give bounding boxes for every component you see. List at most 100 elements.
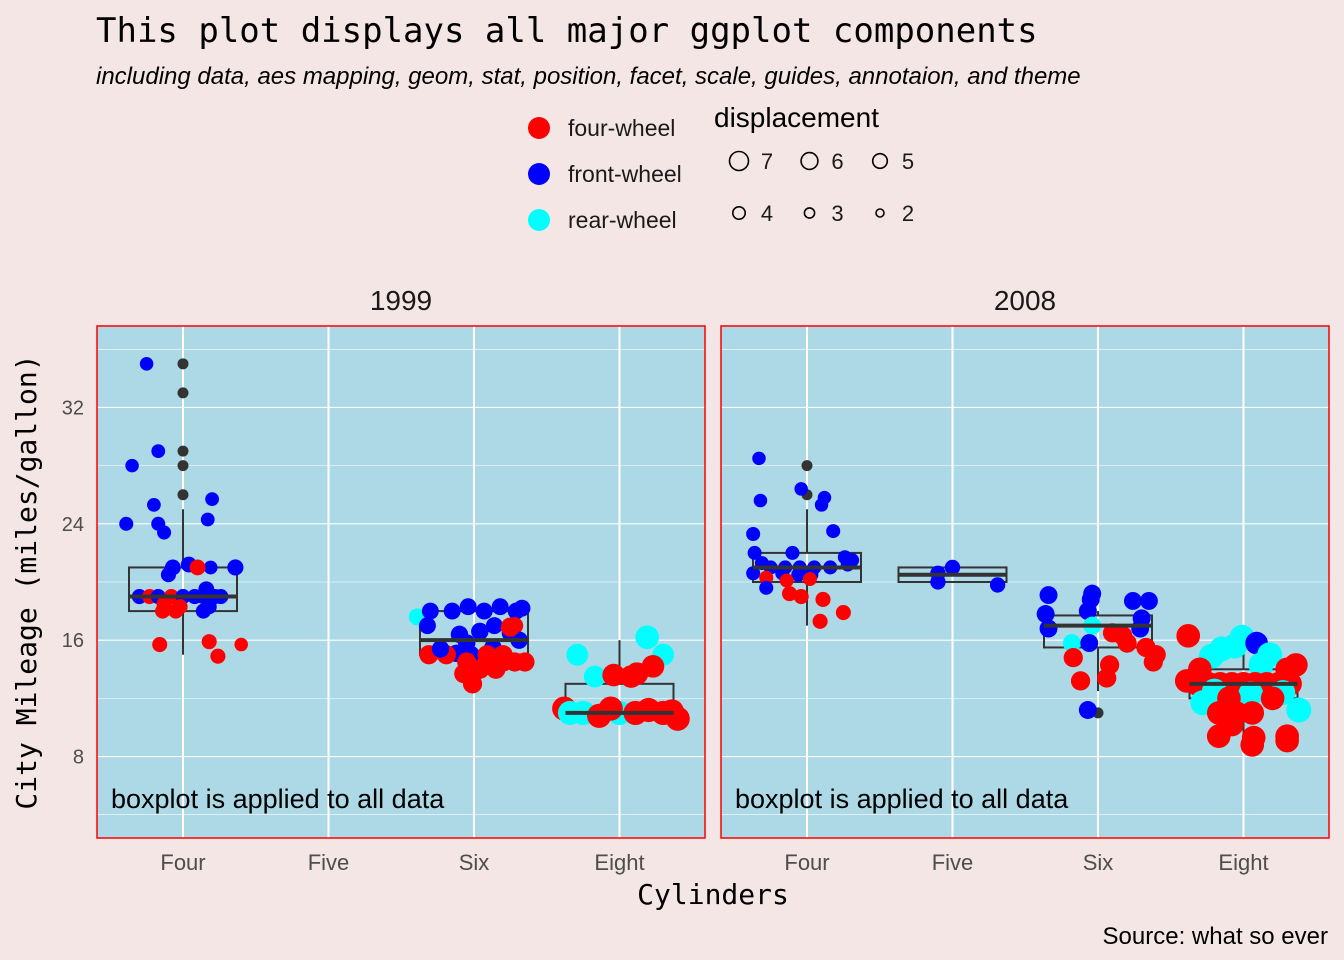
data-point bbox=[779, 573, 794, 588]
data-point bbox=[1286, 697, 1312, 723]
x-tick-label: Four bbox=[784, 850, 829, 875]
size-legend-title: displacement bbox=[714, 102, 879, 133]
size-legend-label: 3 bbox=[831, 201, 843, 226]
size-legend-key bbox=[731, 206, 746, 221]
data-point bbox=[989, 577, 1006, 593]
data-point bbox=[155, 603, 171, 619]
data-point bbox=[1083, 584, 1102, 603]
data-point bbox=[785, 545, 800, 560]
data-point bbox=[1123, 591, 1142, 610]
data-point bbox=[119, 516, 134, 531]
legend-key bbox=[528, 163, 550, 185]
data-point bbox=[1078, 602, 1097, 621]
data-point bbox=[583, 665, 606, 688]
x-tick-label: Eight bbox=[1218, 850, 1268, 875]
data-point bbox=[746, 526, 761, 542]
data-point bbox=[1062, 634, 1081, 653]
data-point bbox=[1176, 623, 1201, 648]
data-point bbox=[200, 512, 215, 527]
boxplot-outlier bbox=[177, 358, 189, 370]
data-point bbox=[1240, 701, 1265, 725]
data-point bbox=[443, 602, 461, 620]
chart-caption: Source: what so ever bbox=[1103, 923, 1328, 950]
data-point bbox=[1063, 648, 1083, 668]
data-point bbox=[485, 617, 503, 635]
size-legend-key bbox=[875, 208, 885, 218]
data-point bbox=[840, 557, 855, 572]
data-point bbox=[759, 570, 774, 585]
data-point bbox=[746, 566, 761, 581]
data-point bbox=[814, 498, 829, 512]
data-point bbox=[418, 617, 436, 635]
panel-border bbox=[96, 325, 706, 839]
facet-panel-2008: 2008 boxplot is applied to all data Four Fi… bbox=[720, 285, 1330, 875]
x-tick-label: Six bbox=[459, 850, 490, 875]
y-tick-label: 24 bbox=[62, 514, 84, 536]
data-point bbox=[491, 598, 509, 616]
data-point bbox=[1039, 586, 1058, 605]
x-tick-label: Five bbox=[932, 850, 974, 875]
data-point bbox=[635, 625, 659, 650]
size-legend-label: 5 bbox=[902, 149, 914, 174]
data-point bbox=[210, 648, 226, 664]
data-point bbox=[1117, 633, 1137, 653]
legend-label: four-wheel bbox=[568, 115, 675, 141]
legend-key bbox=[528, 209, 550, 231]
data-point bbox=[812, 613, 828, 629]
panel-border bbox=[720, 325, 1330, 839]
data-point bbox=[475, 602, 493, 620]
data-point bbox=[826, 524, 841, 539]
data-point bbox=[1260, 686, 1285, 711]
chart-subtitle: including data, aes mapping, geom, stat,… bbox=[96, 63, 1081, 90]
data-point bbox=[566, 643, 589, 666]
data-point bbox=[139, 357, 154, 371]
data-point bbox=[1206, 724, 1231, 749]
data-point bbox=[125, 458, 139, 473]
facet-strip-label: 2008 bbox=[994, 285, 1056, 316]
color-legend: four-wheel front-wheel rear-wheel bbox=[528, 115, 682, 233]
panel-annotation: boxplot is applied to all data bbox=[111, 784, 445, 814]
data-point bbox=[793, 589, 809, 605]
boxplot-outlier bbox=[177, 445, 189, 457]
x-tick-label: Five bbox=[308, 850, 350, 875]
data-point bbox=[500, 617, 520, 637]
data-point bbox=[459, 598, 477, 616]
data-point bbox=[1284, 653, 1308, 677]
data-point bbox=[515, 652, 535, 672]
legend-label: rear-wheel bbox=[568, 207, 677, 233]
data-point bbox=[1070, 671, 1091, 691]
x-tick-label: Four bbox=[160, 850, 205, 875]
x-tick-label: Six bbox=[1083, 850, 1114, 875]
legend-label: front-wheel bbox=[568, 161, 682, 187]
data-point bbox=[462, 674, 483, 694]
data-point bbox=[203, 560, 218, 575]
legend-key bbox=[528, 117, 550, 139]
data-point bbox=[1139, 591, 1158, 610]
size-legend-label: 7 bbox=[761, 149, 773, 174]
size-legend-key bbox=[803, 207, 816, 219]
data-point bbox=[205, 492, 219, 506]
facet-panel-1999: 1999 boxplot is applied to all data Four Fi… bbox=[62, 285, 706, 875]
size-legend-key bbox=[800, 151, 819, 171]
boxplot-outlier bbox=[177, 460, 189, 472]
data-point bbox=[753, 493, 768, 508]
data-point bbox=[160, 567, 176, 583]
data-point bbox=[602, 663, 625, 687]
data-point bbox=[752, 451, 766, 466]
data-point bbox=[759, 580, 774, 595]
data-point bbox=[195, 603, 211, 619]
facet-strip-label: 1999 bbox=[370, 285, 432, 316]
data-point bbox=[1131, 619, 1150, 638]
data-point bbox=[665, 706, 690, 731]
data-point bbox=[189, 559, 206, 576]
data-point bbox=[1238, 681, 1264, 707]
data-point bbox=[1097, 668, 1117, 688]
data-point bbox=[1248, 652, 1274, 678]
data-point bbox=[782, 586, 798, 602]
boxplot-outlier bbox=[177, 387, 189, 399]
data-point bbox=[227, 559, 244, 576]
y-axis-label: City Mileage (miles/gallon) bbox=[10, 354, 43, 809]
data-point bbox=[1275, 728, 1299, 753]
data-point bbox=[431, 640, 450, 658]
